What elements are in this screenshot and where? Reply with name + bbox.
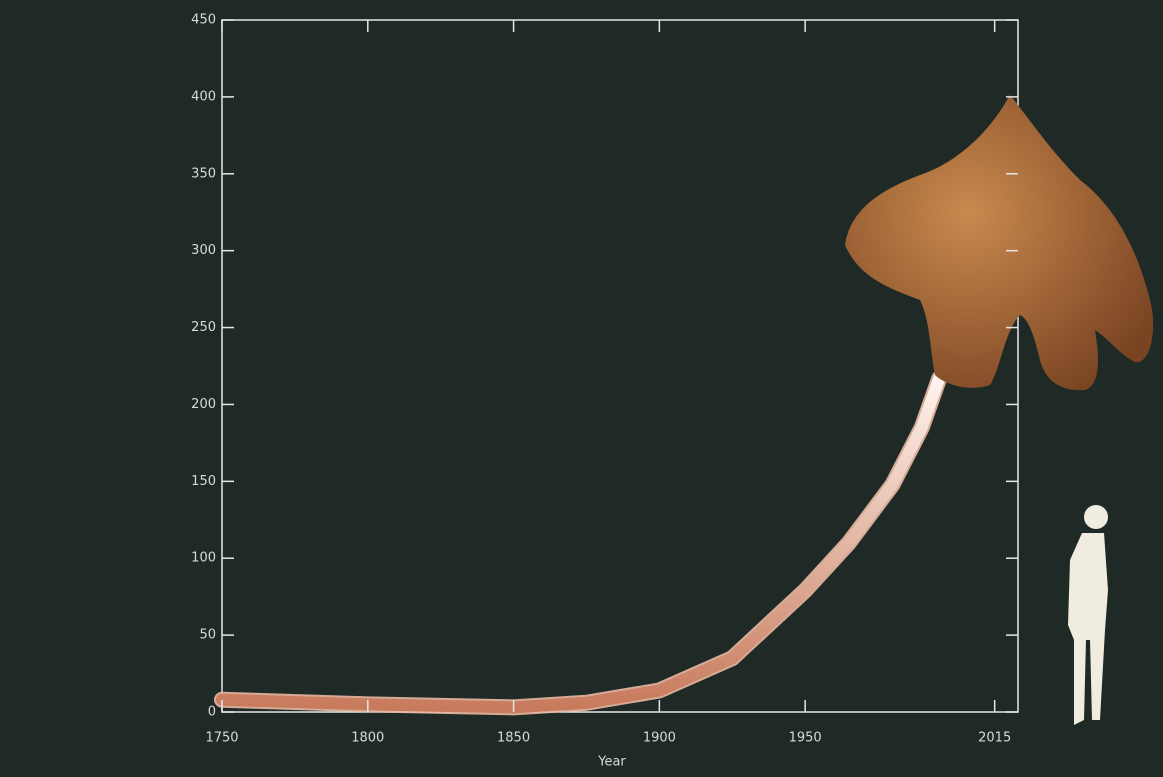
data-line xyxy=(216,372,946,714)
plot-frame xyxy=(221,19,1019,713)
y-tick-label: 350 xyxy=(191,166,216,181)
x-tick-label: 2015 xyxy=(978,731,1011,746)
y-tick-label: 150 xyxy=(191,474,216,489)
y-tick-label: 50 xyxy=(199,628,216,643)
x-tick-label: 1800 xyxy=(351,731,384,746)
x-axis-label: Year xyxy=(597,755,626,770)
y-tick-label: 300 xyxy=(191,243,216,258)
x-tick-label: 1900 xyxy=(643,731,676,746)
y-tick-label: 450 xyxy=(191,13,216,28)
y-tick-label: 250 xyxy=(191,320,216,335)
x-tick-label: 1950 xyxy=(789,731,822,746)
y-tick-label: 100 xyxy=(191,551,216,566)
x-tick-label: 1750 xyxy=(205,731,238,746)
y-tick-label: 200 xyxy=(191,397,216,412)
x-tick-label: 1850 xyxy=(497,731,530,746)
person-silhouette xyxy=(1068,505,1108,725)
y-tick-label: 400 xyxy=(191,89,216,104)
y-tick-label: 0 xyxy=(208,705,216,720)
marks xyxy=(214,370,948,716)
bear-illustration xyxy=(845,95,1154,391)
